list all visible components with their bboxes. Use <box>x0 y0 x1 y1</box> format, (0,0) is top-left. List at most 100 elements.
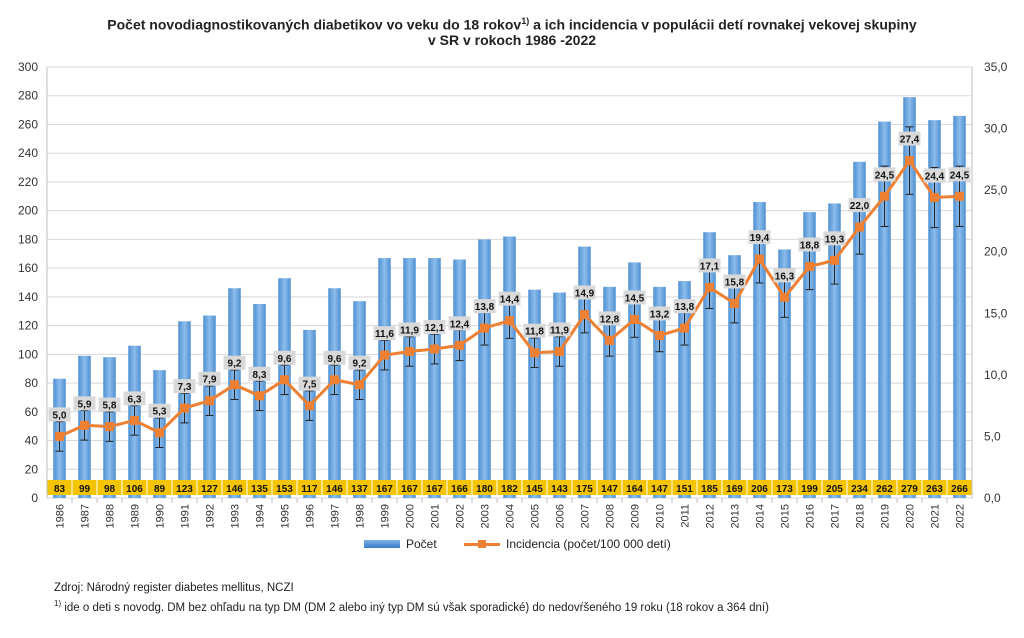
legend-item-incidence: Incidencia (počet/100 000 detí) <box>464 537 671 551</box>
count-data-label: 263 <box>926 484 943 495</box>
count-label-bg <box>47 480 72 495</box>
incidence-data-label: 9,2 <box>353 359 367 370</box>
count-label-bg <box>847 480 872 495</box>
x-tick-label: 2008 <box>605 504 617 528</box>
count-data-label: 206 <box>751 484 768 495</box>
incidence-data-label: 27,4 <box>900 135 920 146</box>
count-data-label: 98 <box>104 484 116 495</box>
count-label-bg <box>122 480 147 495</box>
incidence-label-bg <box>398 322 421 337</box>
bar <box>928 120 941 498</box>
count-data-label: 151 <box>676 484 693 495</box>
x-tick-label: 1995 <box>280 504 292 528</box>
incidence-data-label: 14,4 <box>500 295 520 306</box>
incidence-marker <box>805 261 814 271</box>
count-data-label: 185 <box>701 484 718 495</box>
legend-swatch-line <box>464 539 500 548</box>
bar <box>828 203 841 498</box>
x-tick-label: 1989 <box>130 504 142 528</box>
count-data-label: 145 <box>526 484 543 495</box>
x-tick-label: 1986 <box>55 504 67 528</box>
incidence-marker <box>80 420 89 430</box>
count-label-bg <box>372 480 397 495</box>
incidence-label-bg <box>98 397 121 412</box>
incidence-marker <box>605 335 614 345</box>
incidence-label-bg <box>573 285 596 300</box>
bar <box>528 289 541 498</box>
incidence-data-label: 13,8 <box>475 302 495 313</box>
y-left-tick-label: 100 <box>18 347 38 361</box>
count-data-label: 146 <box>226 484 243 495</box>
incidence-data-label: 16,3 <box>775 271 795 282</box>
count-data-label: 205 <box>826 484 843 495</box>
bar <box>428 258 441 498</box>
incidence-label-bg <box>948 167 971 182</box>
incidence-data-label: 5,8 <box>103 401 117 412</box>
incidence-label-bg <box>873 167 896 182</box>
count-label-bg <box>572 480 597 495</box>
incidence-marker <box>405 346 414 356</box>
legend-label-incidence: Incidencia (počet/100 000 detí) <box>506 537 671 551</box>
count-data-label: 106 <box>126 484 143 495</box>
incidence-label-bg <box>848 198 871 213</box>
incidence-data-label: 9,6 <box>278 354 292 365</box>
count-label-bg <box>697 480 722 495</box>
y-right-tick-label: 25,0 <box>984 183 1008 197</box>
bar <box>778 249 791 498</box>
incidence-label-bg <box>473 299 496 314</box>
count-label-bg <box>922 480 947 495</box>
bar <box>803 212 816 498</box>
incidence-data-label: 8,3 <box>253 370 267 381</box>
incidence-data-label: 5,9 <box>78 399 92 410</box>
incidence-marker <box>730 298 739 308</box>
count-label-bg <box>97 480 122 495</box>
incidence-label-bg <box>773 268 796 283</box>
incidence-marker <box>830 255 839 265</box>
bar <box>378 258 391 498</box>
x-tick-label: 1999 <box>380 504 392 528</box>
bar <box>853 161 866 498</box>
count-label-bg <box>172 480 197 495</box>
incidence-data-label: 5,3 <box>153 407 167 418</box>
incidence-marker <box>705 282 714 292</box>
legend-label-count: Počet <box>406 537 437 551</box>
count-label-bg <box>597 480 622 495</box>
count-data-label: 137 <box>351 484 368 495</box>
legend-swatch-bar <box>364 540 400 548</box>
bar <box>703 232 716 498</box>
incidence-marker <box>180 403 189 413</box>
incidence-label-bg <box>348 355 371 370</box>
count-data-label: 147 <box>601 484 618 495</box>
count-data-label: 83 <box>54 484 66 495</box>
incidence-marker <box>580 310 589 320</box>
count-label-bg <box>272 480 297 495</box>
count-data-label: 182 <box>501 484 518 495</box>
incidence-marker <box>305 401 314 411</box>
count-label-bg <box>872 480 897 495</box>
incidence-label-bg <box>698 258 721 273</box>
count-label-bg <box>347 480 372 495</box>
incidence-data-label: 19,4 <box>750 233 770 244</box>
y-right-tick-label: 10,0 <box>984 368 1008 382</box>
incidence-data-label: 24,4 <box>925 172 945 183</box>
y-left-tick-label: 280 <box>18 89 38 103</box>
x-tick-label: 2006 <box>555 504 567 528</box>
incidence-label-bg <box>548 322 571 337</box>
incidence-marker <box>505 316 514 326</box>
count-label-bg <box>322 480 347 495</box>
incidence-data-label: 24,5 <box>875 170 895 181</box>
incidence-label-bg <box>423 319 446 334</box>
y-left-tick-label: 60 <box>25 405 39 419</box>
bar <box>728 255 741 498</box>
x-tick-label: 2014 <box>755 504 767 528</box>
count-data-label: 135 <box>251 484 268 495</box>
incidence-marker <box>455 340 464 350</box>
incidence-label-bg <box>923 168 946 183</box>
count-data-label: 117 <box>301 484 318 495</box>
bar <box>578 246 591 498</box>
count-label-bg <box>672 480 697 495</box>
count-label-bg <box>797 480 822 495</box>
x-tick-label: 2000 <box>405 504 417 528</box>
x-tick-label: 1994 <box>255 504 267 528</box>
y-left-tick-label: 300 <box>18 60 38 74</box>
